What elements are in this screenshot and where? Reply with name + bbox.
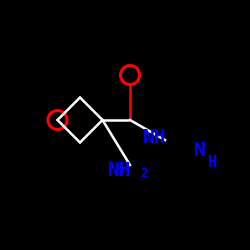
Text: 2: 2 (140, 167, 147, 180)
Text: NH: NH (143, 128, 167, 147)
Text: NH: NH (108, 160, 132, 180)
Text: H: H (208, 155, 217, 170)
Text: N: N (194, 140, 206, 160)
